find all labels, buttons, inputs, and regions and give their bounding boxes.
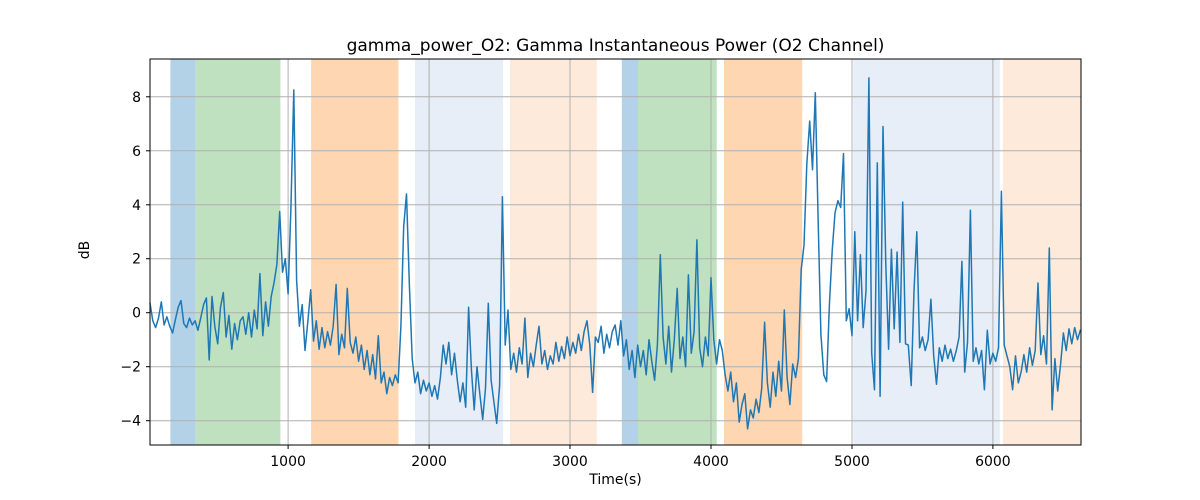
y-tick-label: 0 bbox=[132, 306, 141, 322]
y-tick-label: −4 bbox=[120, 414, 141, 430]
highlight-band-green bbox=[638, 59, 717, 445]
highlight-band-blue bbox=[621, 59, 638, 445]
highlight-band-orange bbox=[724, 59, 803, 445]
highlight-band-orange bbox=[311, 59, 399, 445]
y-axis-label: dB bbox=[77, 240, 93, 260]
highlight-band-blue bbox=[170, 59, 196, 445]
x-tick-label: 3000 bbox=[552, 454, 588, 470]
data-line-gamma-power bbox=[149, 77, 1082, 430]
highlight-band-pale-orange bbox=[1002, 59, 1081, 445]
highlight-band-green bbox=[195, 59, 281, 445]
highlight-band-pale-orange bbox=[510, 59, 597, 445]
x-tick-label: 5000 bbox=[834, 454, 870, 470]
x-tick-label: 4000 bbox=[693, 454, 729, 470]
highlight-band-pale-blue bbox=[415, 59, 504, 445]
x-axis-label: Time(s) bbox=[589, 472, 642, 488]
chart-title: gamma_power_O2: Gamma Instantaneous Powe… bbox=[346, 36, 885, 56]
y-tick-label: −2 bbox=[120, 360, 141, 376]
y-tick-label: 4 bbox=[132, 198, 141, 214]
y-tick-label: 2 bbox=[132, 252, 141, 268]
x-tick-label: 2000 bbox=[411, 454, 447, 470]
x-tick-label: 1000 bbox=[270, 454, 306, 470]
y-tick-label: 6 bbox=[132, 144, 141, 160]
y-tick-label: 8 bbox=[132, 90, 141, 106]
axes-spines bbox=[149, 58, 1082, 446]
x-tick-label: 6000 bbox=[975, 454, 1011, 470]
